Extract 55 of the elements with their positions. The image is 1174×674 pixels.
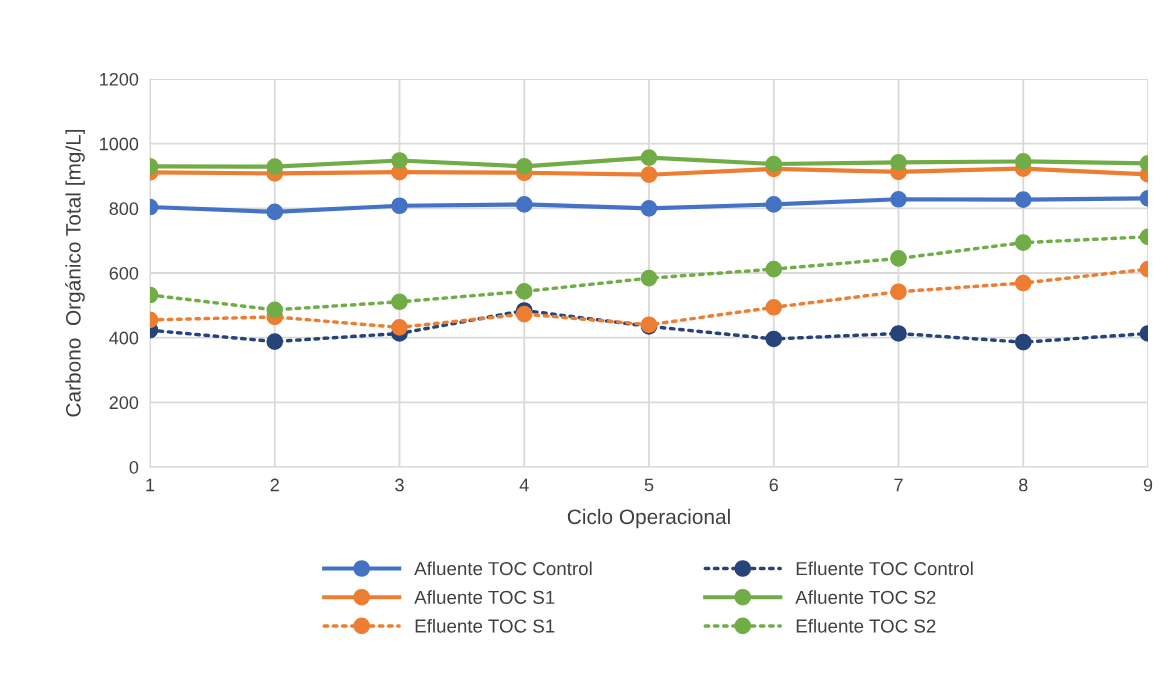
point xyxy=(640,269,658,287)
point xyxy=(391,197,408,215)
legend-label: Efluente TOC S2 xyxy=(796,618,936,633)
point xyxy=(391,318,408,336)
point xyxy=(266,158,284,175)
legend-label: Afluente TOC Control xyxy=(414,561,592,576)
point xyxy=(890,154,907,171)
point xyxy=(890,250,907,267)
legend-label: Efluente TOC Control xyxy=(796,561,973,576)
x-tick-label: 8 xyxy=(1019,478,1028,492)
y-axis-title: Carbono Orgánico Total [mg/L] xyxy=(65,129,85,417)
x-tick-label: 4 xyxy=(519,478,529,492)
x-tick-label: 1 xyxy=(146,478,155,492)
legend-label: Afluente TOC S2 xyxy=(795,590,936,604)
point xyxy=(266,333,284,350)
point xyxy=(640,149,658,166)
point xyxy=(890,190,907,208)
x-tick-label: 2 xyxy=(270,478,279,492)
x-tick-label: 5 xyxy=(644,478,654,492)
point xyxy=(1014,274,1032,292)
x-tick-label: 3 xyxy=(395,478,404,492)
point xyxy=(765,330,783,348)
y-tick-label: 800 xyxy=(109,202,139,216)
point xyxy=(515,196,533,213)
y-tick-label: 400 xyxy=(109,331,139,345)
point xyxy=(391,152,408,169)
point xyxy=(765,298,783,316)
x-tick-label: 6 xyxy=(769,478,778,492)
y-tick-label: 1000 xyxy=(100,137,139,151)
point xyxy=(515,157,533,175)
legend-label: Efluente TOC S1 xyxy=(415,618,555,633)
x-axis-title: Ciclo Operacional xyxy=(567,508,730,529)
y-tick-label: 0 xyxy=(129,460,139,474)
y-tick-label: 200 xyxy=(109,396,139,410)
point xyxy=(890,325,907,342)
x-tick-label: 7 xyxy=(894,478,903,492)
point xyxy=(640,166,658,184)
point xyxy=(765,196,783,213)
point xyxy=(765,260,783,278)
point xyxy=(515,305,533,323)
point xyxy=(890,283,907,301)
point xyxy=(1014,191,1032,208)
point xyxy=(266,203,284,221)
y-tick-label: 600 xyxy=(109,266,139,280)
legend-label: Afluente TOC S1 xyxy=(414,590,555,604)
point xyxy=(640,199,658,217)
point xyxy=(1014,234,1032,251)
point xyxy=(1014,153,1032,170)
point xyxy=(266,301,284,319)
point xyxy=(391,293,408,311)
point xyxy=(1014,333,1032,351)
x-tick-label: 9 xyxy=(1143,478,1153,492)
point xyxy=(515,283,533,300)
point xyxy=(765,155,783,173)
y-tick-label: 1200 xyxy=(100,72,139,86)
